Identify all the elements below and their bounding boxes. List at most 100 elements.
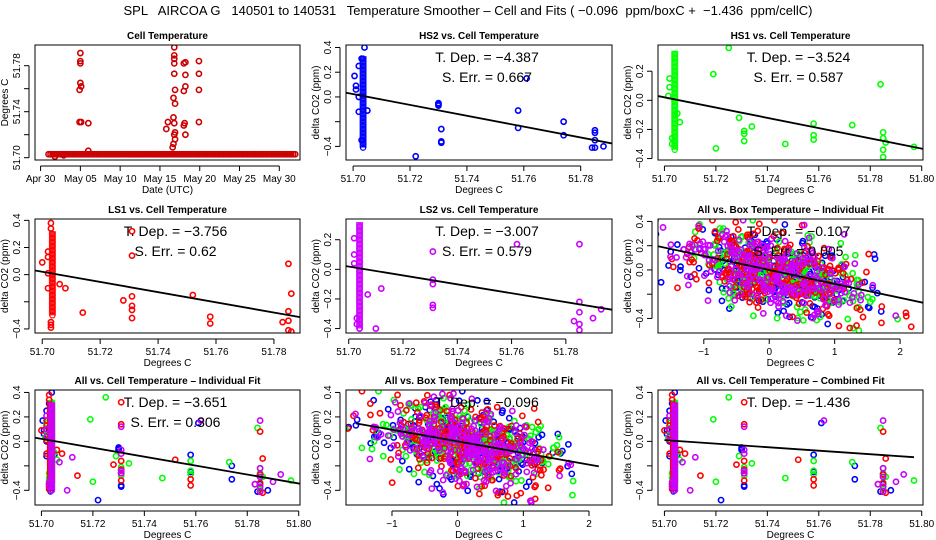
data-point: [49, 242, 56, 250]
data-point: [902, 309, 910, 317]
data-point: [762, 279, 770, 287]
fit-line: [355, 422, 600, 468]
data-point: [671, 54, 678, 62]
data-point: [799, 316, 807, 324]
data-point: [696, 240, 704, 247]
data-point: [800, 299, 808, 307]
data-point: [264, 486, 272, 494]
data-point: [446, 459, 454, 467]
data-point: [180, 122, 188, 129]
data-point: [701, 245, 709, 253]
data-point: [671, 483, 678, 490]
data-point: [810, 475, 818, 483]
data-point: [49, 295, 56, 303]
data-point: [285, 317, 292, 325]
data-point: [512, 422, 520, 429]
x-tick-label: 51.74: [755, 519, 780, 530]
data-point: [729, 232, 737, 240]
data-point: [671, 454, 678, 461]
data-point: [437, 139, 445, 147]
data-point: [676, 118, 684, 126]
data-point: [43, 412, 50, 420]
x-tick-label: May 30: [263, 174, 296, 185]
x-tick-label: 51.80: [909, 519, 934, 530]
data-point: [781, 221, 789, 228]
data-point: [658, 219, 659, 224]
data-point: [352, 86, 360, 93]
data-point: [813, 308, 821, 316]
data-point: [555, 433, 563, 441]
x-axis: 51.70 51.72 51.74 51.76 51.78 51.80 Degrees C: [652, 510, 935, 540]
data-point: [841, 263, 849, 271]
fit-annotation: S. Err. = 0.579: [442, 243, 532, 259]
data-point: [512, 477, 520, 485]
x-tick-label: −1: [386, 519, 398, 530]
x-tick-label: 0: [455, 519, 461, 530]
x-tick-label: 51.74: [454, 174, 479, 185]
x-tick-label: May 10: [104, 174, 137, 185]
data-point: [523, 468, 531, 476]
data-point: [446, 414, 454, 422]
data-point: [740, 477, 748, 484]
data-point: [435, 102, 442, 109]
data-layer: [346, 390, 600, 505]
data-point: [396, 466, 403, 473]
data-point: [767, 242, 775, 250]
data-point: [461, 467, 469, 475]
data-point: [853, 322, 860, 329]
x-tick-label: 51.76: [499, 347, 524, 358]
data-point: [569, 491, 576, 499]
data-point: [251, 480, 259, 488]
data-point: [49, 279, 56, 286]
data-point: [738, 256, 746, 263]
data-point: [417, 459, 425, 467]
data-point: [749, 312, 757, 320]
data-point: [851, 475, 859, 483]
y-tick-label: 0.4: [635, 214, 646, 228]
data-point: [421, 399, 429, 407]
data-point: [170, 51, 178, 59]
data-point: [671, 402, 678, 410]
data-point: [705, 279, 713, 287]
data-point: [535, 433, 543, 441]
data-point: [256, 464, 264, 472]
y-tick-label: 0.0: [635, 93, 646, 107]
y-axis-label: delta CO2 (ppm): [0, 239, 11, 313]
fit-annotation: T. Dep. = −3.651: [124, 394, 228, 410]
data-point: [809, 314, 817, 322]
data-point: [726, 282, 734, 290]
data-point: [195, 86, 203, 94]
data-point: [47, 225, 55, 232]
data-point: [671, 428, 678, 435]
x-tick-label: 2: [586, 519, 592, 530]
data-point: [560, 118, 568, 126]
data-point: [169, 143, 177, 151]
data-point: [671, 116, 678, 123]
data-point: [810, 482, 818, 489]
data-point: [468, 395, 476, 403]
data-point: [391, 398, 399, 406]
x-tick-label: Apr 30: [26, 174, 56, 185]
data-point: [526, 432, 534, 440]
data-point: [804, 291, 812, 299]
data-point: [879, 471, 887, 478]
data-point: [671, 410, 678, 417]
data-point: [537, 471, 545, 479]
data-point: [869, 281, 877, 289]
data-point: [591, 144, 599, 152]
x-axis-label: Degrees C: [455, 358, 503, 369]
data-layer: [35, 219, 300, 333]
fit-annotation: S. Err. = 0.62: [134, 243, 216, 259]
data-point: [576, 326, 583, 333]
data-point: [671, 457, 678, 465]
data-point: [491, 449, 499, 457]
data-point: [810, 467, 818, 475]
data-point: [482, 430, 490, 438]
data-point: [879, 428, 887, 435]
data-point: [691, 453, 699, 461]
data-point: [671, 417, 678, 424]
data-point: [871, 255, 879, 263]
data-point: [683, 272, 691, 280]
data-point: [128, 314, 136, 322]
data-point: [448, 405, 456, 413]
